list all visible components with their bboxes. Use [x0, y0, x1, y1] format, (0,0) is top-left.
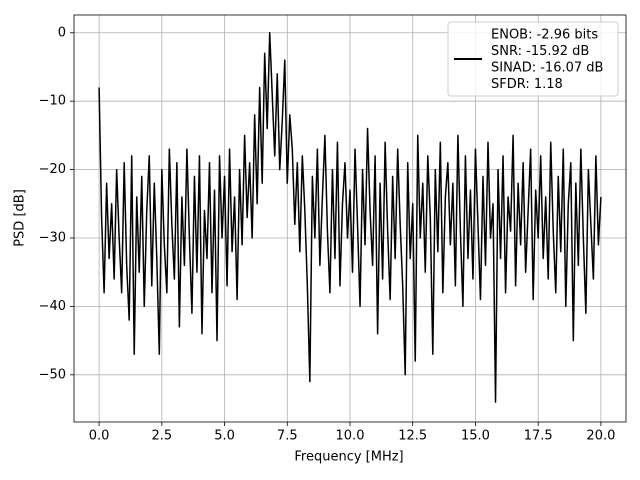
psd-line	[98, 32, 602, 403]
y-axis-label: PSD [dB]	[13, 189, 28, 247]
legend: ENOB: -2.96 bits SNR: -15.92 dB SINAD: -16…	[447, 21, 619, 97]
y-tick-label: −30	[39, 230, 66, 245]
x-tick-label: 2.5	[151, 429, 172, 444]
y-tick-label: 0	[58, 25, 66, 40]
x-axis-label: Frequency [MHz]	[294, 450, 403, 465]
legend-label: ENOB: -2.96 bits SNR: -15.92 dB SINAD: -16…	[491, 27, 603, 92]
x-tick-label: 12.5	[398, 429, 427, 444]
x-tick-label: 10.0	[336, 429, 365, 444]
x-tick-label: 0.0	[89, 429, 110, 444]
y-tick-label: −10	[39, 94, 66, 109]
y-tick-label: −40	[39, 299, 66, 314]
legend-box	[447, 21, 619, 97]
x-tick-label: 7.5	[277, 429, 298, 444]
axes-frame	[73, 14, 627, 423]
y-tick-label: −50	[39, 367, 66, 382]
x-tick-label: 17.5	[524, 429, 553, 444]
x-tick-label: 20.0	[586, 429, 615, 444]
y-tick-label: −20	[39, 162, 66, 177]
x-tick-label: 5.0	[214, 429, 235, 444]
x-tick-label: 15.0	[461, 429, 490, 444]
